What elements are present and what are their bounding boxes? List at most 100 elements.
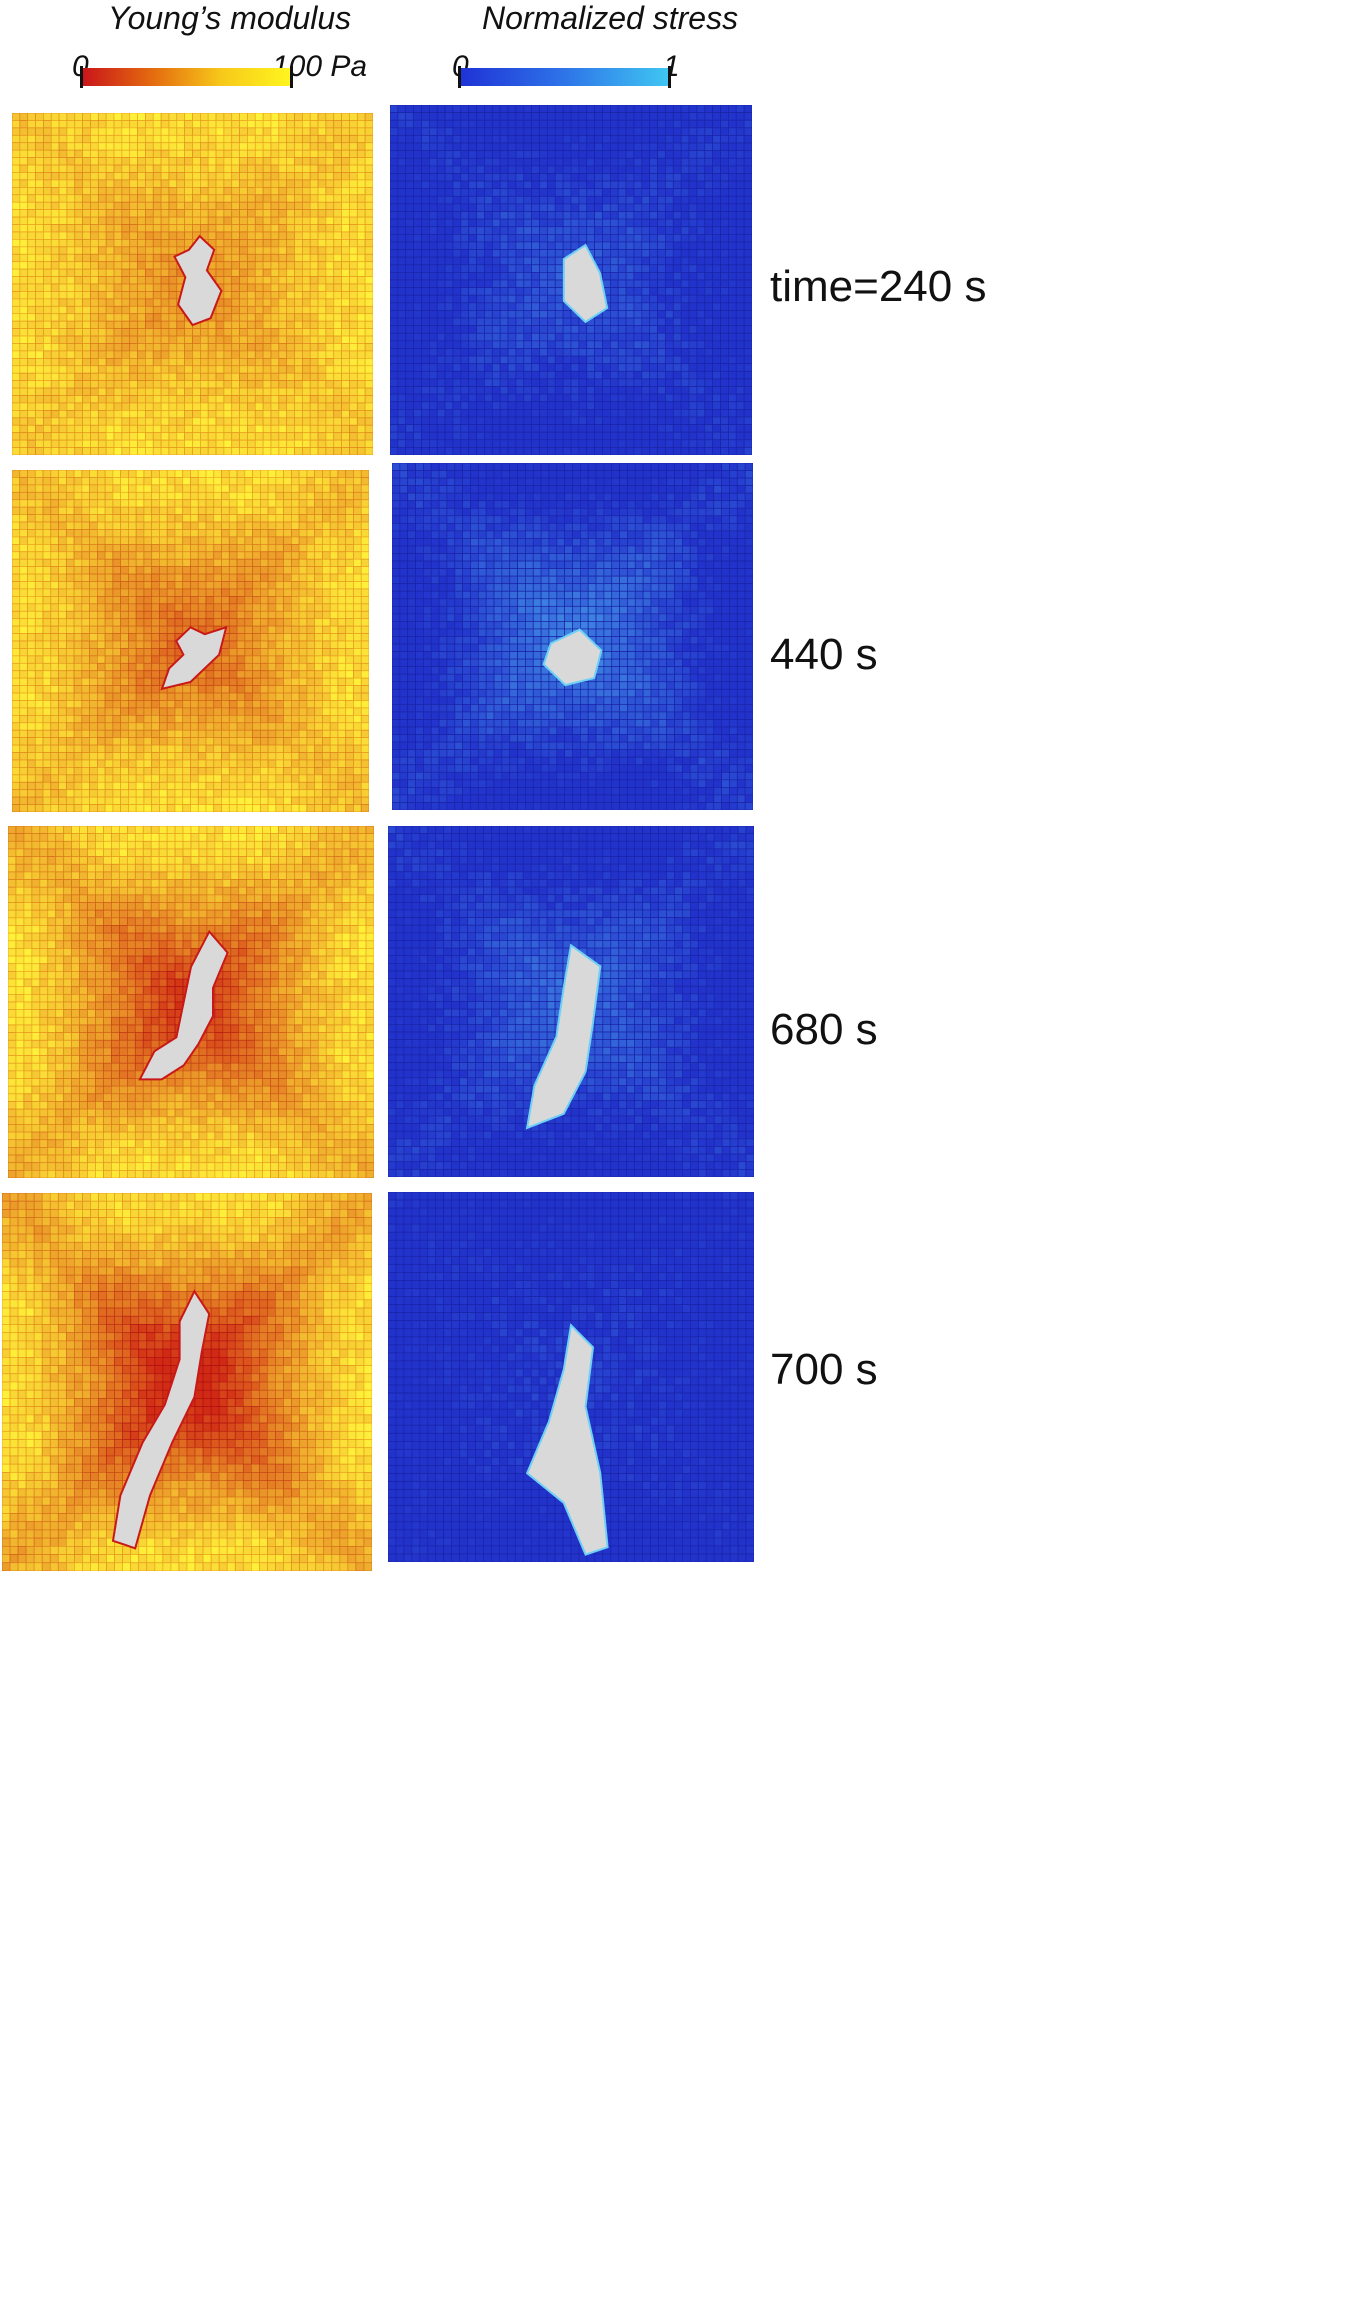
mesh-cell (12, 335, 21, 344)
mesh-cell (113, 320, 123, 329)
mesh-cell (460, 135, 470, 144)
mesh-cell (602, 127, 611, 136)
mesh-cell (50, 796, 59, 805)
mesh-cell (120, 744, 129, 753)
mesh-cell (413, 135, 422, 144)
mesh-cell (12, 685, 21, 694)
mesh-cell (390, 447, 399, 455)
mesh-cell (89, 789, 98, 798)
mesh-cell (586, 135, 595, 144)
mesh-cell (19, 313, 29, 322)
mesh-cell (184, 387, 193, 396)
mesh-cell (460, 340, 470, 349)
mesh-cell (302, 246, 311, 255)
mesh-cell (364, 149, 373, 158)
mesh-cell (152, 313, 162, 322)
mesh-cell (294, 149, 303, 158)
mesh-cell (42, 618, 52, 627)
mesh-cell (484, 378, 493, 387)
mesh-cell (688, 348, 698, 357)
mesh-cell (364, 343, 373, 352)
mesh-cell (207, 201, 217, 211)
mesh-cell (452, 325, 462, 334)
mesh-cell (286, 335, 295, 344)
mesh-cell (452, 332, 462, 342)
mesh-cell (121, 149, 131, 158)
mesh-cell (97, 737, 106, 746)
mesh-cell (294, 253, 303, 263)
mesh-cell (200, 164, 209, 173)
mesh-cell (696, 431, 706, 441)
mesh-cell (641, 363, 651, 372)
mesh-cell (602, 150, 611, 159)
mesh-cell (735, 332, 745, 342)
mesh-cell (657, 135, 666, 144)
mesh-cell (491, 439, 501, 448)
mesh-cell (66, 179, 76, 188)
mesh-cell (247, 358, 256, 367)
mesh-cell (317, 439, 327, 448)
mesh-cell (176, 365, 186, 374)
mesh-cell (610, 264, 619, 273)
mesh-cell (105, 417, 115, 426)
mesh-cell (176, 358, 186, 367)
mesh-cell (35, 224, 44, 233)
mesh-cell (97, 588, 106, 597)
mesh-cell (262, 291, 272, 300)
mesh-cell (421, 439, 430, 448)
mesh-cell (50, 506, 59, 515)
mesh-cell (594, 241, 603, 250)
mesh-cell (231, 142, 240, 151)
mesh-cell (539, 180, 548, 190)
mesh-cell (610, 142, 619, 152)
mesh-cell (50, 588, 59, 597)
mesh-cell (82, 424, 91, 434)
mesh-cell (602, 370, 611, 380)
mesh-cell (617, 256, 627, 266)
mesh-cell (436, 241, 446, 250)
mesh-cell (74, 439, 83, 448)
mesh-cell (680, 180, 690, 190)
mesh-cell (160, 149, 170, 158)
mesh-cell (239, 268, 248, 277)
mesh-cell (66, 186, 76, 196)
mesh-cell (364, 142, 373, 151)
mesh-cell (12, 491, 21, 501)
mesh-cell (247, 201, 256, 211)
mesh-cell (309, 164, 319, 173)
mesh-cell (625, 203, 635, 212)
mesh-cell (247, 253, 256, 263)
mesh-cell (270, 209, 280, 218)
mesh-cell (633, 241, 643, 250)
mesh-cell (223, 283, 233, 292)
mesh-cell (19, 298, 29, 307)
mesh-cell (507, 112, 517, 121)
mesh-cell (428, 105, 438, 113)
mesh-cell (523, 279, 532, 288)
mesh-cell (696, 127, 706, 136)
mesh-cell (231, 127, 240, 136)
mesh-cell (254, 417, 264, 426)
mesh-cell (19, 372, 29, 382)
mesh-cell (617, 310, 627, 319)
mesh-cell (610, 416, 619, 425)
mesh-cell (270, 216, 280, 225)
mesh-cell (349, 432, 358, 441)
mesh-cell (531, 431, 540, 441)
mesh-cell (578, 355, 588, 365)
mesh-cell (499, 416, 509, 425)
mesh-cell (50, 298, 60, 307)
mesh-cell (547, 211, 556, 220)
mesh-cell (286, 209, 295, 218)
mesh-cell (507, 195, 517, 205)
mesh-cell (499, 355, 509, 365)
mesh-cell (468, 264, 477, 273)
mesh-cell (460, 431, 470, 441)
mesh-cell (27, 343, 36, 352)
mesh-cell (610, 310, 619, 319)
mesh-cell (105, 335, 115, 344)
mesh-cell (476, 355, 485, 365)
mesh-cell (610, 325, 619, 334)
mesh-cell (82, 335, 91, 344)
mesh-cell (649, 416, 658, 425)
